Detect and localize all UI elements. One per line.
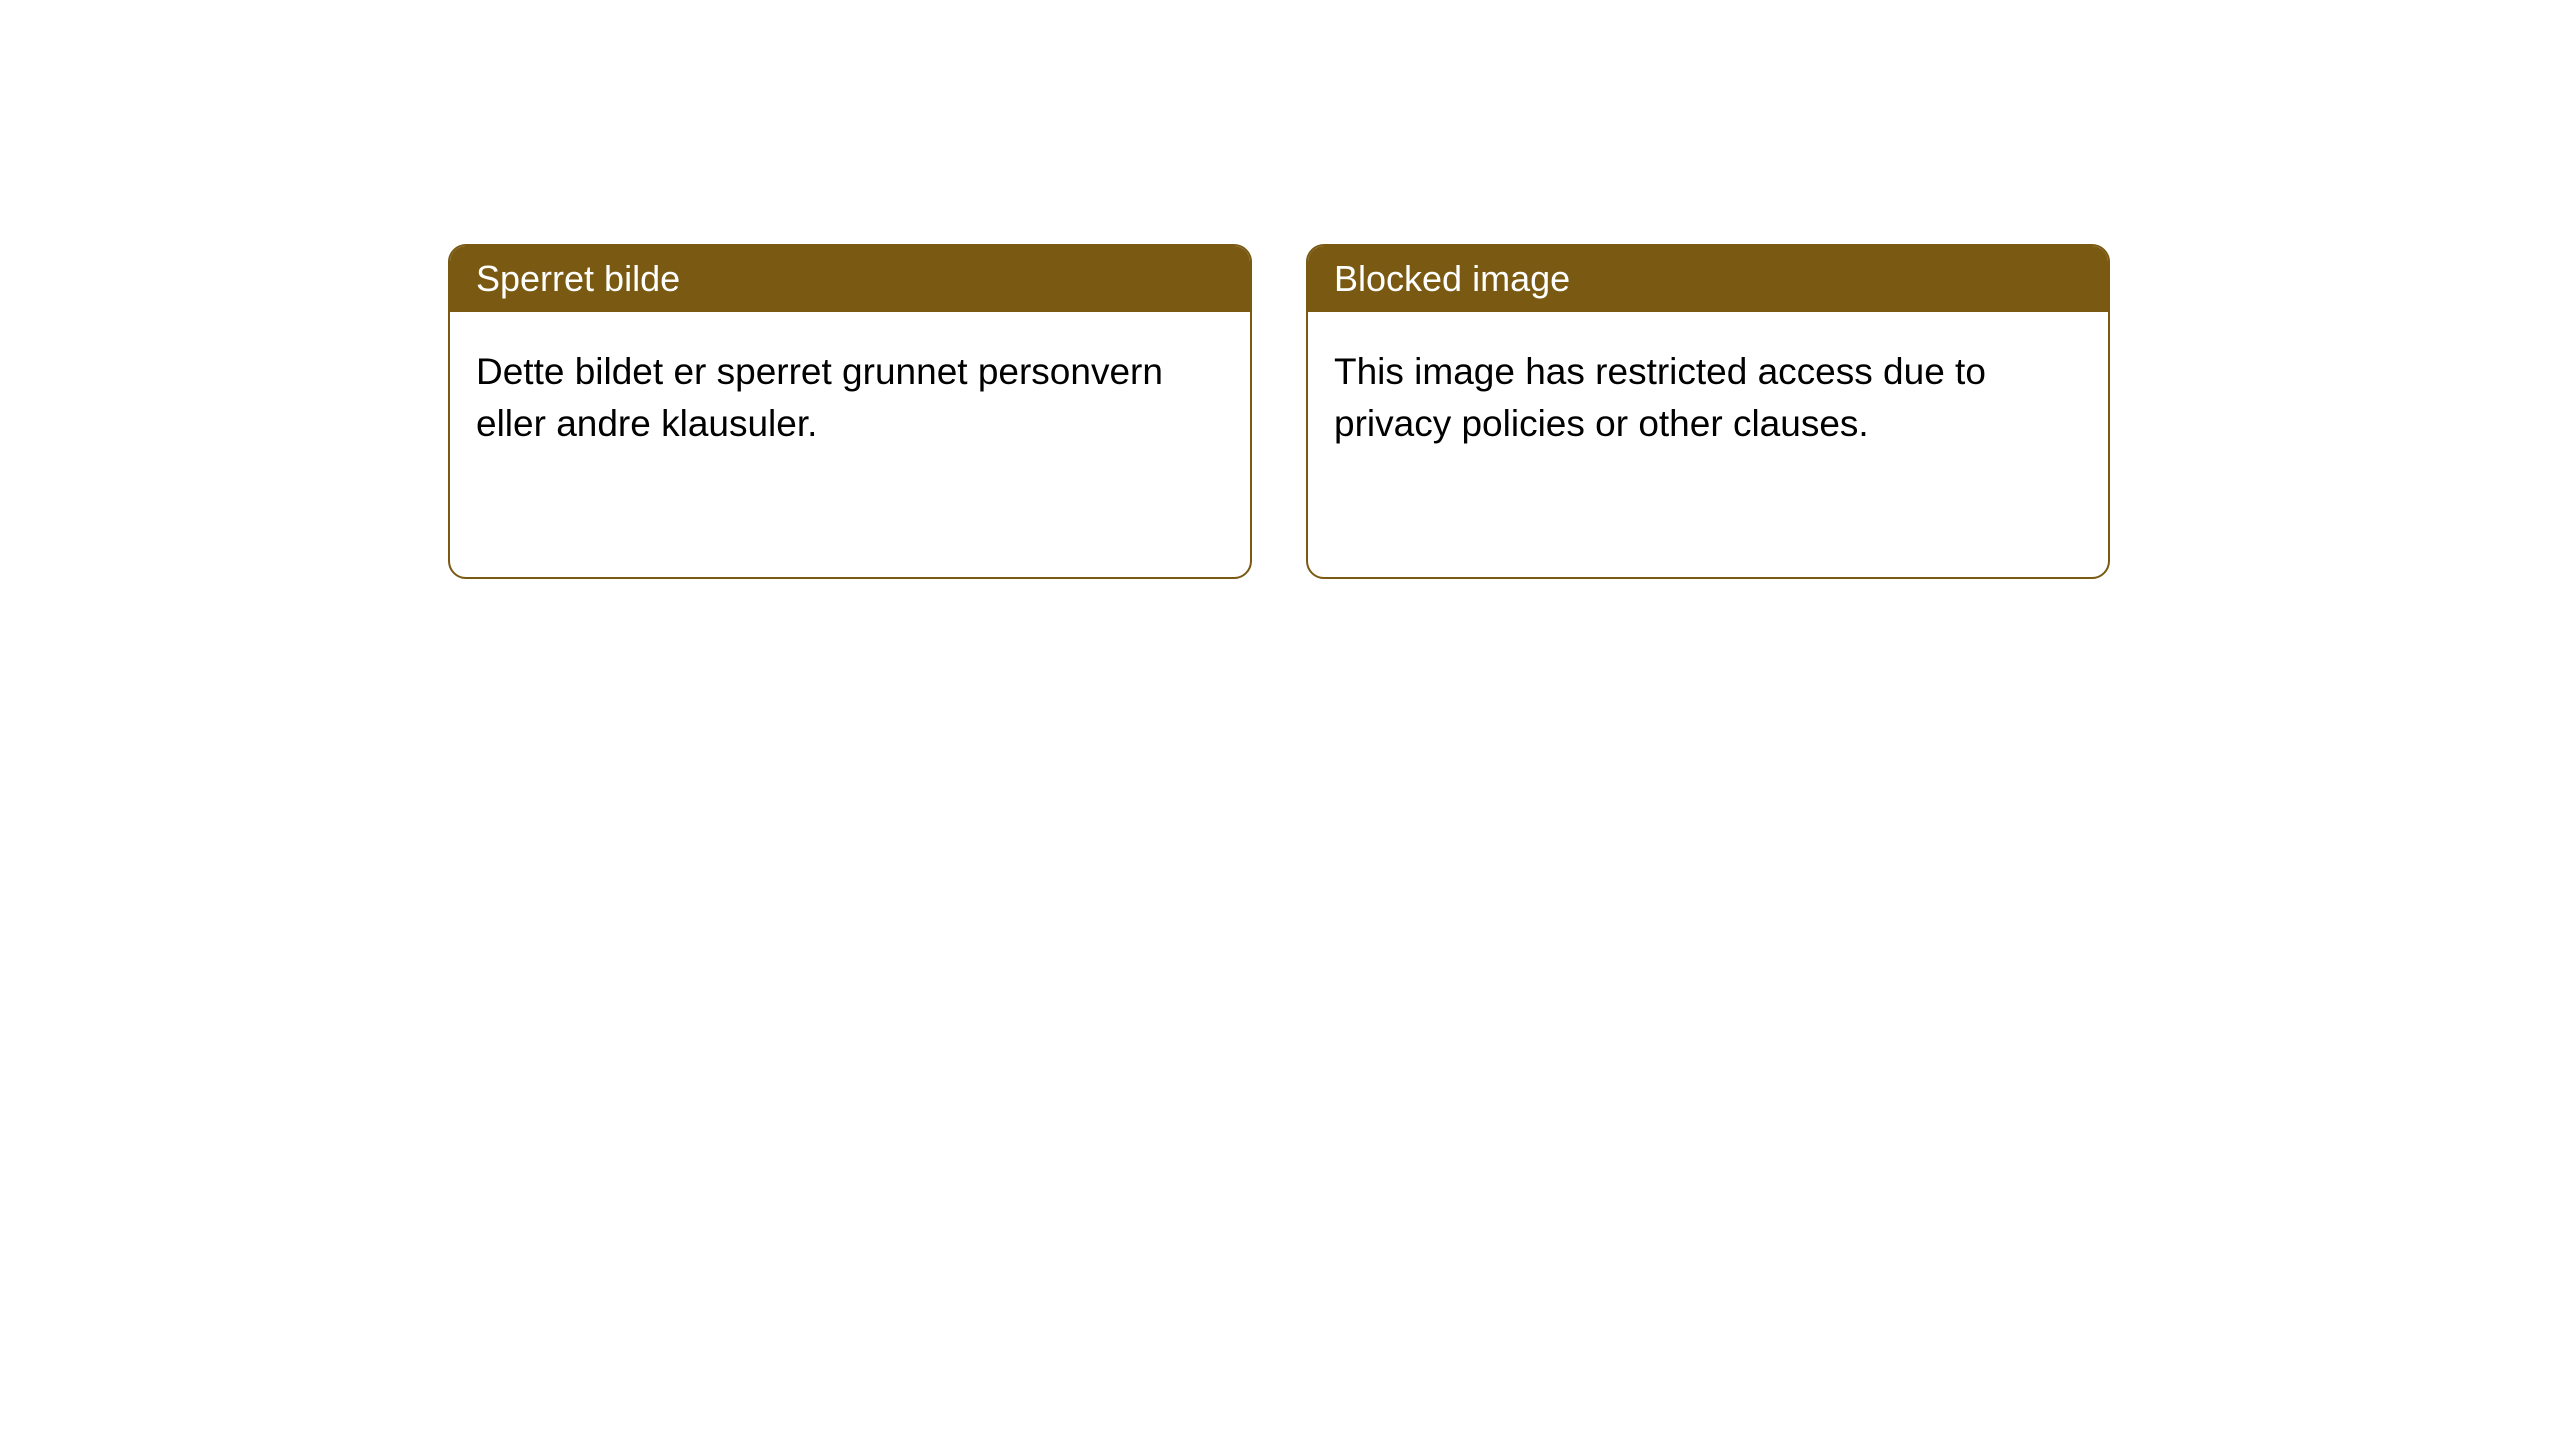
notice-body: Dette bildet er sperret grunnet personve…: [450, 312, 1250, 484]
notice-card-norwegian: Sperret bilde Dette bildet er sperret gr…: [448, 244, 1252, 579]
notice-container: Sperret bilde Dette bildet er sperret gr…: [448, 244, 2110, 579]
notice-title: Blocked image: [1308, 246, 2108, 312]
notice-title: Sperret bilde: [450, 246, 1250, 312]
notice-card-english: Blocked image This image has restricted …: [1306, 244, 2110, 579]
notice-body: This image has restricted access due to …: [1308, 312, 2108, 484]
